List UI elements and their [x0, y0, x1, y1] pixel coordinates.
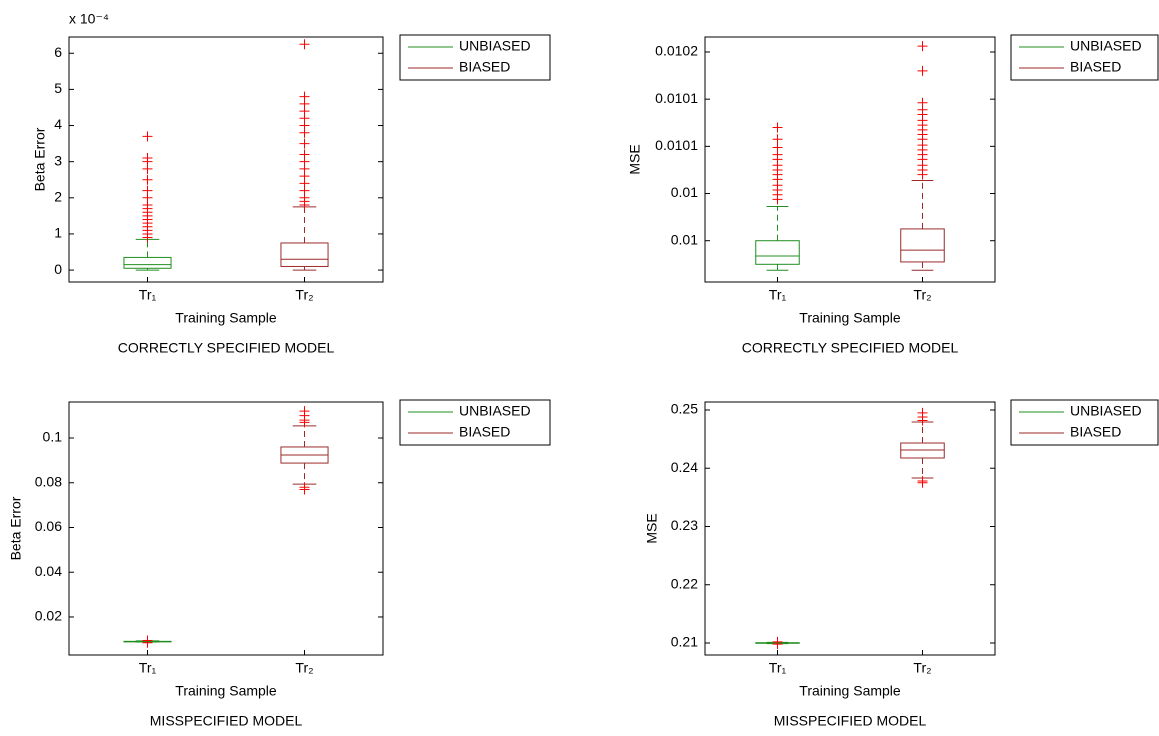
y-tick-label: 3 — [54, 152, 62, 168]
outlier — [917, 41, 928, 52]
outlier — [917, 65, 928, 76]
plot-area — [704, 36, 996, 283]
outlier — [772, 122, 783, 133]
outlier — [299, 149, 310, 160]
caption: CORRECTLY SPECIFIED MODEL — [742, 340, 959, 356]
y-tick-label: 0.06 — [35, 518, 62, 534]
legend-label: UNBIASED — [1070, 403, 1142, 419]
legend-label: BIASED — [459, 59, 510, 75]
caption: MISSPECIFIED MODEL — [150, 713, 303, 729]
x-tick-label: Tr₁ — [769, 287, 787, 303]
x-axis-label: Training Sample — [799, 683, 901, 699]
y-tick-label: 0 — [54, 261, 62, 277]
outlier — [917, 97, 928, 108]
outlier — [142, 174, 153, 185]
y-tick-label: 0.21 — [671, 634, 698, 650]
y-tick-label: 0.0101 — [655, 137, 698, 153]
legend-label: UNBIASED — [1070, 38, 1142, 54]
y-axis-label: MSE — [627, 144, 643, 174]
legend-box — [1010, 34, 1159, 81]
y-tick-label: 0.24 — [671, 459, 698, 475]
outlier — [772, 636, 783, 647]
y-tick-label: 0.01 — [671, 184, 698, 200]
outlier — [772, 134, 783, 145]
box — [900, 228, 945, 263]
x-tick-label: Tr₁ — [139, 660, 157, 676]
legend-label: BIASED — [459, 424, 510, 440]
x-tick-label: Tr₂ — [913, 660, 931, 676]
outlier — [299, 138, 310, 149]
x-tick-label: Tr₁ — [139, 287, 157, 303]
x-tick-label: Tr₂ — [295, 287, 313, 303]
outlier — [917, 407, 928, 418]
legend-box — [399, 399, 551, 446]
y-tick-label: 2 — [54, 189, 62, 205]
x-axis-label: Training Sample — [799, 310, 901, 326]
plot-area — [704, 401, 996, 656]
caption: CORRECTLY SPECIFIED MODEL — [118, 340, 335, 356]
box — [280, 242, 329, 267]
box — [755, 240, 800, 265]
y-tick-label: 0.22 — [671, 575, 698, 591]
y-tick-label: 0.25 — [671, 401, 698, 417]
y-tick-label: 0.0102 — [655, 43, 698, 59]
outlier — [917, 476, 928, 487]
legend-box — [1010, 399, 1159, 446]
y-tick-label: 5 — [54, 80, 62, 96]
y-tick-label: 0.08 — [35, 473, 62, 489]
legend-label: UNBIASED — [459, 38, 531, 54]
outlier — [299, 406, 310, 417]
plot-area — [68, 36, 384, 283]
outlier — [299, 39, 310, 50]
y-tick-label: 0.1 — [43, 429, 63, 445]
y-tick-label: 0.23 — [671, 517, 698, 533]
legend-label: BIASED — [1070, 424, 1121, 440]
outlier — [142, 131, 153, 142]
y-exponent: x 10⁻⁴ — [69, 11, 109, 27]
outlier — [299, 482, 310, 493]
outlier — [142, 185, 153, 196]
legend-box — [399, 34, 551, 81]
x-tick-label: Tr₂ — [913, 287, 931, 303]
outlier — [142, 635, 153, 646]
y-tick-label: 0.0101 — [655, 90, 698, 106]
x-axis-label: Training Sample — [175, 683, 277, 699]
x-axis-label: Training Sample — [175, 310, 277, 326]
y-axis-label: Beta Error — [8, 496, 24, 560]
y-tick-label: 0.02 — [35, 608, 62, 624]
outlier — [142, 153, 153, 164]
y-tick-label: 1 — [54, 225, 62, 241]
outlier — [299, 91, 310, 102]
y-axis-label: Beta Error — [32, 127, 48, 191]
legend-label: BIASED — [1070, 59, 1121, 75]
y-tick-label: 0.01 — [671, 231, 698, 247]
y-axis-label: MSE — [644, 513, 660, 543]
caption: MISSPECIFIED MODEL — [774, 713, 927, 729]
y-tick-label: 0.04 — [35, 563, 62, 579]
y-tick-label: 4 — [54, 116, 62, 132]
y-tick-label: 6 — [54, 44, 62, 60]
legend-label: UNBIASED — [459, 403, 531, 419]
x-tick-label: Tr₁ — [769, 660, 787, 676]
box — [123, 256, 172, 269]
x-tick-label: Tr₂ — [295, 660, 313, 676]
plot-area — [68, 401, 384, 656]
